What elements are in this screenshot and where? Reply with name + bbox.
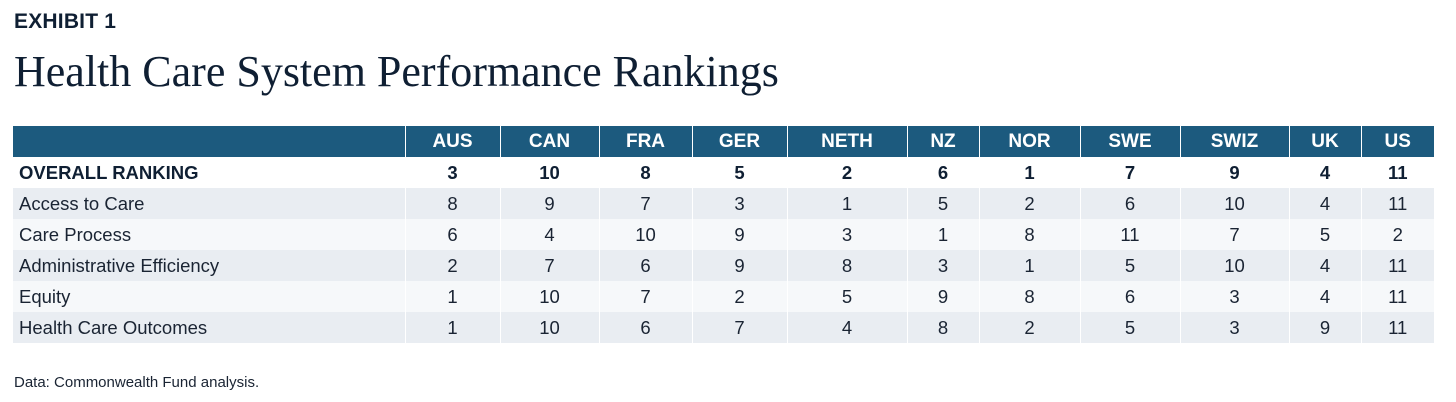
rank-cell-aus: 6	[404, 219, 500, 250]
rank-cell-swe: 6	[1079, 188, 1180, 219]
rank-cell-ger: 5	[691, 157, 787, 188]
table-row: Access to Care 8 9 7 3 1 5 2 6 10 4 11	[13, 188, 1434, 219]
rank-cell-nz: 6	[906, 157, 979, 188]
column-header-neth: NETH	[786, 126, 907, 157]
table-row: Health Care Outcomes 1 10 6 7 4 8 2 5 3 9 11	[13, 312, 1434, 343]
rank-cell-fra: 7	[598, 188, 692, 219]
rank-cell-aus: 1	[404, 312, 500, 343]
rank-cell-us: 11	[1360, 157, 1434, 188]
rankings-table: AUS CAN FRA GER NETH NZ NOR SWE SWIZ UK US OVERALL…	[13, 126, 1434, 343]
rank-cell-fra: 7	[598, 281, 692, 312]
rank-cell-nor: 2	[978, 188, 1080, 219]
rank-cell-neth: 8	[786, 250, 907, 281]
rank-cell-swiz: 7	[1179, 219, 1289, 250]
column-header-ger: GER	[691, 126, 787, 157]
rank-cell-swiz: 9	[1179, 157, 1289, 188]
rank-cell-nz: 9	[906, 281, 979, 312]
header-row: AUS CAN FRA GER NETH NZ NOR SWE SWIZ UK US	[13, 126, 1434, 157]
rank-cell-us: 11	[1360, 312, 1434, 343]
rank-cell-swiz: 3	[1179, 281, 1289, 312]
exhibit-label: EXHIBIT 1	[14, 10, 117, 33]
rank-cell-uk: 4	[1288, 281, 1361, 312]
column-header-swe: SWE	[1079, 126, 1180, 157]
column-header-uk: UK	[1288, 126, 1361, 157]
rank-cell-swiz: 3	[1179, 312, 1289, 343]
rank-cell-ger: 9	[691, 250, 787, 281]
rank-cell-ger: 9	[691, 219, 787, 250]
column-header-fra: FRA	[598, 126, 692, 157]
rank-cell-uk: 5	[1288, 219, 1361, 250]
rank-cell-uk: 4	[1288, 157, 1361, 188]
rank-cell-can: 10	[499, 312, 599, 343]
rank-cell-nor: 8	[978, 281, 1080, 312]
rank-cell-us: 2	[1360, 219, 1434, 250]
rank-cell-aus: 3	[404, 157, 500, 188]
rank-cell-swe: 7	[1079, 157, 1180, 188]
chart-title: Health Care System Performance Rankings	[14, 47, 779, 96]
rank-cell-swe: 5	[1079, 250, 1180, 281]
row-label: Access to Care	[13, 188, 405, 219]
rank-cell-ger: 7	[691, 312, 787, 343]
rank-cell-can: 7	[499, 250, 599, 281]
column-header-nz: NZ	[906, 126, 979, 157]
rank-cell-nz: 5	[906, 188, 979, 219]
column-header-nor: NOR	[978, 126, 1080, 157]
rank-cell-us: 11	[1360, 281, 1434, 312]
rank-cell-fra: 6	[598, 250, 692, 281]
rank-cell-nor: 2	[978, 312, 1080, 343]
rank-cell-swiz: 10	[1179, 188, 1289, 219]
rank-cell-us: 11	[1360, 188, 1434, 219]
rank-cell-us: 11	[1360, 250, 1434, 281]
rank-cell-swiz: 10	[1179, 250, 1289, 281]
table-row: Administrative Efficiency 2 7 6 9 8 3 1 5 10 4 11	[13, 250, 1434, 281]
source-note: Data: Commonwealth Fund analysis.	[14, 374, 260, 391]
rank-cell-neth: 5	[786, 281, 907, 312]
rank-cell-aus: 8	[404, 188, 500, 219]
rank-cell-swe: 6	[1079, 281, 1180, 312]
rank-cell-neth: 3	[786, 219, 907, 250]
table-body: OVERALL RANKING 3 10 8 5 2 6 1 7 9 4 11 Access to Ca…	[13, 157, 1434, 343]
rank-cell-nz: 3	[906, 250, 979, 281]
row-label: OVERALL RANKING	[13, 157, 405, 188]
row-label: Care Process	[13, 219, 405, 250]
rank-cell-neth: 4	[786, 312, 907, 343]
column-header-swiz: SWIZ	[1179, 126, 1289, 157]
rank-cell-aus: 1	[404, 281, 500, 312]
row-label: Health Care Outcomes	[13, 312, 405, 343]
rank-cell-nor: 1	[978, 157, 1080, 188]
rank-cell-swe: 5	[1079, 312, 1180, 343]
rank-cell-ger: 3	[691, 188, 787, 219]
row-label: Administrative Efficiency	[13, 250, 405, 281]
rank-cell-nor: 8	[978, 219, 1080, 250]
rank-cell-can: 4	[499, 219, 599, 250]
column-header-aus: AUS	[404, 126, 500, 157]
rank-cell-can: 10	[499, 281, 599, 312]
rank-cell-can: 9	[499, 188, 599, 219]
rank-cell-swe: 11	[1079, 219, 1180, 250]
header-corner	[13, 126, 405, 157]
row-label: Equity	[13, 281, 405, 312]
rank-cell-neth: 2	[786, 157, 907, 188]
table-row: OVERALL RANKING 3 10 8 5 2 6 1 7 9 4 11	[13, 157, 1434, 188]
rank-cell-ger: 2	[691, 281, 787, 312]
table-row: Equity 1 10 7 2 5 9 8 6 3 4 11	[13, 281, 1434, 312]
rank-cell-nz: 1	[906, 219, 979, 250]
rank-cell-nor: 1	[978, 250, 1080, 281]
rank-cell-can: 10	[499, 157, 599, 188]
rank-cell-uk: 4	[1288, 250, 1361, 281]
rank-cell-aus: 2	[404, 250, 500, 281]
column-header-can: CAN	[499, 126, 599, 157]
rank-cell-fra: 10	[598, 219, 692, 250]
table-row: Care Process 6 4 10 9 3 1 8 11 7 5 2	[13, 219, 1434, 250]
rank-cell-neth: 1	[786, 188, 907, 219]
rank-cell-nz: 8	[906, 312, 979, 343]
column-header-us: US	[1360, 126, 1434, 157]
rank-cell-uk: 9	[1288, 312, 1361, 343]
rank-cell-fra: 6	[598, 312, 692, 343]
rank-cell-uk: 4	[1288, 188, 1361, 219]
rank-cell-fra: 8	[598, 157, 692, 188]
